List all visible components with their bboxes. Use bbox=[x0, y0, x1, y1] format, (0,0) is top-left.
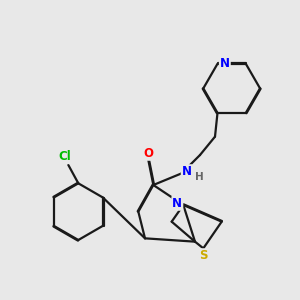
Text: H: H bbox=[195, 172, 203, 182]
Text: S: S bbox=[199, 249, 208, 262]
Text: N: N bbox=[172, 197, 182, 210]
Text: N: N bbox=[182, 165, 192, 178]
Text: O: O bbox=[143, 147, 153, 160]
Text: N: N bbox=[220, 57, 230, 70]
Text: Cl: Cl bbox=[58, 150, 71, 163]
